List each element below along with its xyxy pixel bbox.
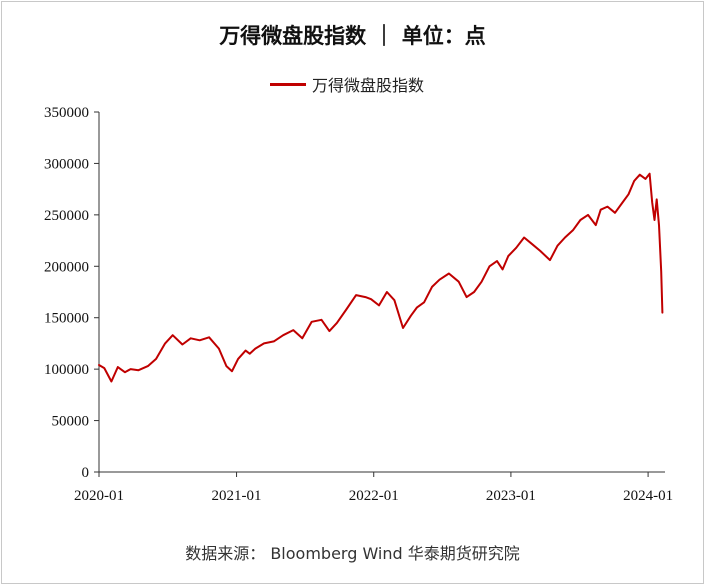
x-tick-label: 2023-01 <box>486 488 536 504</box>
x-tick-label: 2021-01 <box>212 488 262 504</box>
x-tick-label: 2020-01 <box>74 488 124 504</box>
y-tick-label: 300000 <box>44 156 89 172</box>
x-tick-label: 2024-01 <box>623 488 673 504</box>
y-axis: 0 50000 100000 150000 200000 250000 300000 3500… <box>44 105 100 481</box>
source-note: 数据来源： Bloomberg Wind 华泰期货研究院 <box>185 544 520 563</box>
y-tick-label: 0 <box>82 465 90 481</box>
y-tick-label: 100000 <box>44 362 89 378</box>
series-layer <box>98 172 664 383</box>
y-tick-label: 250000 <box>44 208 89 224</box>
series-line <box>98 172 664 383</box>
legend-label: 万得微盘股指数 <box>312 76 425 95</box>
y-tick-label: 50000 <box>52 414 90 430</box>
legend-swatch <box>270 82 306 86</box>
legend: 万得微盘股指数 <box>270 74 425 95</box>
y-tick-label: 200000 <box>44 259 89 275</box>
x-axis: 2020-01 2021-01 2022-01 2023-01 2024-01 <box>74 471 673 504</box>
x-tick-label: 2022-01 <box>349 488 399 504</box>
chart-title: 万得微盘股指数 ｜ 单位：点 <box>219 24 486 48</box>
y-tick-label: 350000 <box>44 105 89 121</box>
y-tick-label: 150000 <box>44 311 89 327</box>
